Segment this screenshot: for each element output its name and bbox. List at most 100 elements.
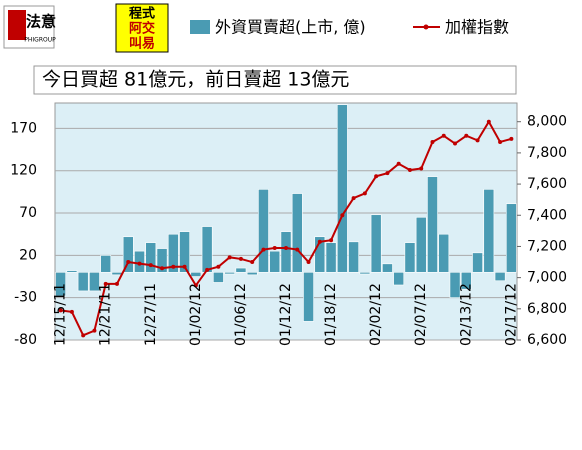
bar bbox=[246, 271, 258, 276]
bar bbox=[201, 226, 213, 273]
index-point bbox=[182, 264, 187, 269]
index-point bbox=[498, 139, 503, 144]
index-point bbox=[385, 171, 390, 176]
bar bbox=[494, 271, 506, 282]
bar bbox=[55, 271, 67, 297]
y-tick-label: 120 bbox=[10, 163, 37, 179]
y2-tick-label: 6,800 bbox=[527, 301, 567, 317]
y2-tick-label: 6,600 bbox=[527, 332, 567, 348]
index-point bbox=[464, 133, 469, 138]
index-point bbox=[284, 246, 288, 251]
bar bbox=[303, 271, 314, 322]
index-point bbox=[148, 263, 153, 268]
index-point bbox=[272, 246, 277, 251]
logo-mark bbox=[8, 10, 26, 40]
logo-sub: PHIGROUP bbox=[24, 37, 56, 44]
bar bbox=[348, 241, 359, 273]
bar bbox=[122, 236, 134, 273]
index-point bbox=[317, 239, 322, 244]
index-point bbox=[171, 264, 176, 269]
index-point bbox=[227, 255, 232, 260]
x-tick-label: 01/18/12 bbox=[323, 283, 339, 346]
y-tick-label: 20 bbox=[19, 247, 37, 263]
bar bbox=[280, 231, 292, 273]
index-point bbox=[340, 213, 345, 218]
bar bbox=[291, 193, 303, 273]
bar bbox=[77, 271, 89, 292]
logo-text: 法意 bbox=[26, 13, 56, 31]
legend-dot bbox=[423, 24, 429, 30]
bar bbox=[404, 242, 416, 273]
x-tick-label: 01/12/12 bbox=[278, 283, 294, 346]
x-tick-label: 02/02/12 bbox=[368, 283, 384, 346]
index-point bbox=[407, 168, 412, 173]
x-tick-label: 12/21/11 bbox=[98, 283, 114, 346]
index-point bbox=[306, 260, 311, 265]
index-point bbox=[137, 261, 142, 266]
index-point bbox=[126, 260, 131, 265]
legend-label: 外資買賣超(上市, 億) bbox=[215, 18, 366, 37]
title-box bbox=[33, 65, 517, 95]
bar bbox=[382, 263, 393, 273]
index-point bbox=[103, 281, 108, 286]
bar bbox=[393, 271, 405, 286]
y-tick-label: 170 bbox=[10, 120, 37, 136]
index-point bbox=[81, 333, 86, 338]
legend-swatch bbox=[190, 20, 210, 34]
y-tick-label: -30 bbox=[14, 290, 37, 306]
x-tick-label: 02/17/12 bbox=[503, 283, 519, 346]
y-tick-label: 70 bbox=[19, 205, 37, 221]
index-point bbox=[486, 119, 491, 124]
index-point bbox=[329, 238, 334, 243]
index-point bbox=[295, 247, 300, 252]
bar bbox=[325, 242, 337, 273]
bar bbox=[460, 271, 472, 290]
index-point bbox=[92, 328, 97, 333]
bar bbox=[427, 176, 438, 273]
x-tick-label: 02/07/12 bbox=[413, 283, 429, 346]
index-point bbox=[374, 174, 379, 179]
y2-tick-label: 7,000 bbox=[527, 270, 567, 286]
bar bbox=[449, 271, 461, 298]
logo-text: 叫易 bbox=[129, 36, 155, 52]
index-point bbox=[160, 266, 165, 271]
index-point bbox=[453, 141, 458, 146]
x-tick-label: 12/27/11 bbox=[143, 283, 159, 346]
index-point bbox=[114, 281, 119, 286]
bar bbox=[167, 233, 179, 273]
bar bbox=[505, 203, 517, 273]
index-point bbox=[216, 264, 221, 269]
index-point bbox=[205, 267, 210, 272]
bar bbox=[415, 216, 427, 273]
y2-tick-label: 7,600 bbox=[527, 176, 567, 192]
y2-tick-label: 7,800 bbox=[527, 145, 567, 161]
index-point bbox=[441, 133, 446, 138]
bar bbox=[483, 189, 495, 273]
index-point bbox=[396, 161, 401, 166]
bar bbox=[314, 236, 326, 273]
x-tick-label: 02/13/12 bbox=[458, 283, 474, 346]
y2-tick-label: 7,200 bbox=[527, 238, 567, 254]
bar bbox=[235, 267, 247, 273]
legend-label: 加權指數 bbox=[445, 18, 509, 37]
bar bbox=[213, 271, 224, 283]
bar bbox=[156, 248, 168, 273]
y2-tick-label: 7,400 bbox=[527, 207, 567, 223]
plot-area bbox=[54, 102, 518, 341]
index-point bbox=[193, 283, 198, 288]
bar bbox=[370, 214, 382, 273]
logo-right bbox=[115, 3, 169, 53]
bar bbox=[145, 242, 157, 273]
index-point bbox=[238, 256, 243, 261]
bar bbox=[438, 233, 450, 273]
index-point bbox=[419, 166, 424, 171]
bar bbox=[359, 271, 371, 275]
index-point bbox=[362, 191, 367, 196]
index-point bbox=[250, 260, 255, 265]
chart-title: 今日買超 81億元，前日賣超 13億元 bbox=[42, 69, 349, 91]
bar bbox=[179, 231, 190, 273]
index-point bbox=[58, 308, 63, 313]
bar bbox=[472, 252, 483, 273]
x-tick-label: 01/02/12 bbox=[188, 283, 204, 346]
